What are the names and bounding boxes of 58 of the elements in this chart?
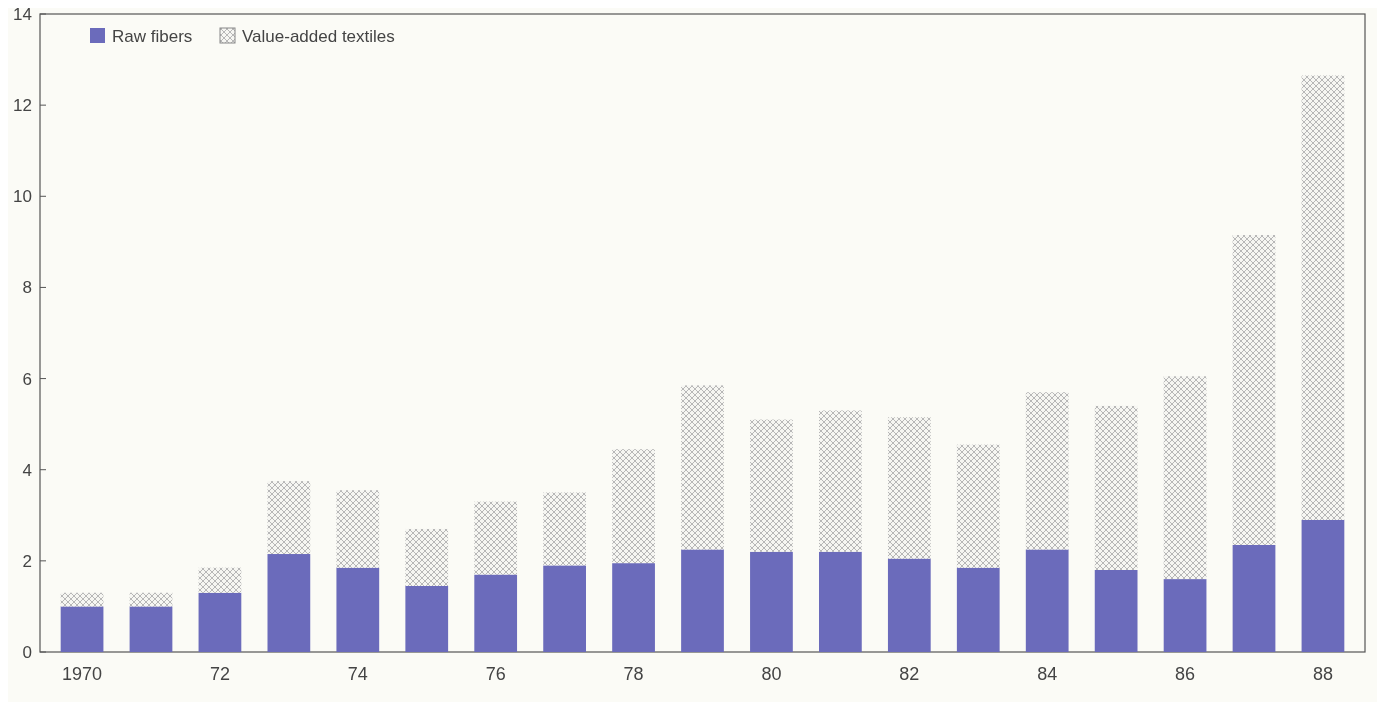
bar [405,528,449,586]
bar [750,419,793,552]
bar [474,501,518,575]
y-tick-label: 10 [13,187,32,207]
bar [1301,519,1345,652]
bar [198,567,242,593]
x-tick-label: 82 [899,664,920,684]
x-tick-label: 88 [1312,664,1333,684]
bar [267,481,311,555]
bar [129,592,173,607]
legend-label: Raw fibers [112,26,193,46]
y-tick-label: 4 [22,460,32,480]
bar [1232,235,1276,545]
bar [612,563,655,652]
bar [198,592,242,652]
bar [819,551,862,652]
y-tick-label: 0 [22,642,32,662]
bar [267,554,311,652]
bar [681,385,724,550]
x-tick-label: 72 [209,664,230,684]
bar [887,558,931,652]
bar [1163,579,1207,652]
bar [956,567,1000,652]
bar [1094,569,1138,652]
y-tick-label: 8 [22,278,32,298]
x-tick-label: 80 [761,664,782,684]
bar [612,449,655,564]
y-tick-label: 6 [22,369,32,389]
x-tick-label: 84 [1037,664,1058,684]
x-tick-label: 1970 [62,664,103,684]
x-tick-label: 76 [485,664,506,684]
x-tick-label: 86 [1175,664,1196,684]
bar [129,606,173,652]
bar [956,444,1000,568]
bar [336,567,380,652]
x-tick-label: 74 [347,664,368,684]
y-tick-label: 2 [22,551,32,571]
bar [887,417,931,559]
bar [1232,544,1276,652]
y-tick-label: 14 [13,4,32,24]
bar [1025,549,1069,652]
bar [1025,392,1069,550]
x-tick-label: 78 [623,664,644,684]
legend-label: Value-added textiles [242,26,395,46]
bar [1301,75,1345,520]
bar [405,585,449,652]
bar [543,565,586,652]
bar [819,410,862,552]
bar [750,551,793,652]
bar [336,490,380,568]
bar [474,574,518,652]
bar [1094,405,1138,570]
bar [681,549,724,652]
bar [543,492,586,566]
bar [60,592,104,607]
y-tick-label: 12 [13,96,32,116]
bar [1163,376,1207,580]
bar [60,606,104,652]
